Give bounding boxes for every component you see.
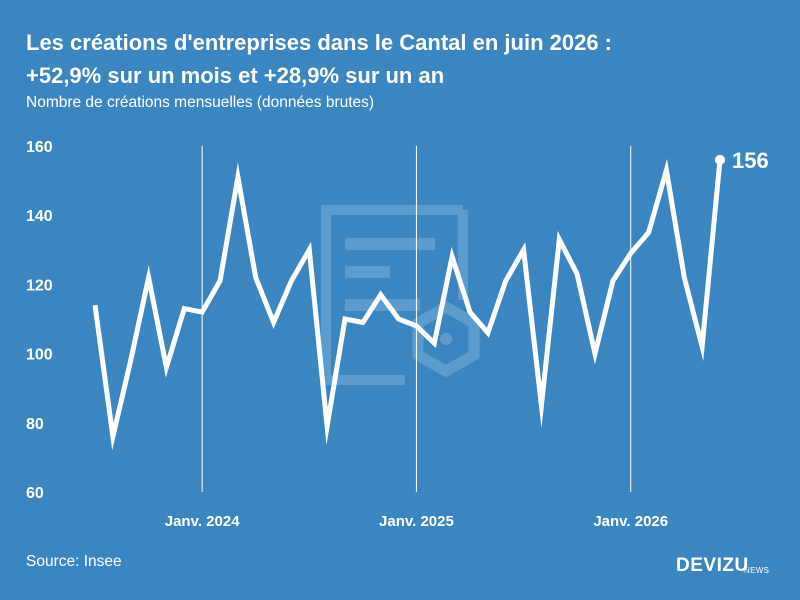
brand-logo-sub: NEWS	[744, 566, 770, 575]
y-tick-label: 120	[26, 277, 53, 294]
series-line	[92, 158, 723, 451]
watermark-logo-icon	[321, 205, 480, 385]
y-tick-label: 160	[26, 139, 53, 156]
chart-title-line1: Les créations d'entreprises dans le Cant…	[26, 30, 612, 55]
end-value-label: 156	[732, 148, 769, 173]
x-tick-label: Janv. 2024	[165, 513, 240, 530]
y-tick-label: 140	[26, 208, 53, 225]
chart-subtitle: Nombre de créations mensuelles (données …	[26, 94, 375, 111]
chart-title-line2: +52,9% sur un mois et +28,9% sur un an	[26, 63, 445, 88]
y-tick-label: 80	[26, 416, 44, 433]
end-point-marker	[715, 154, 725, 165]
brand-logo: DEVIZU	[676, 555, 749, 576]
x-tick-label: Janv. 2026	[593, 513, 668, 530]
chart-title: Les créations d'entreprises dans le Cant…	[26, 26, 786, 92]
y-tick-label: 60	[26, 485, 44, 502]
source-note: Source: Insee	[26, 553, 122, 570]
y-tick-label: 100	[26, 347, 53, 364]
x-tick-label: Janv. 2025	[379, 513, 454, 530]
